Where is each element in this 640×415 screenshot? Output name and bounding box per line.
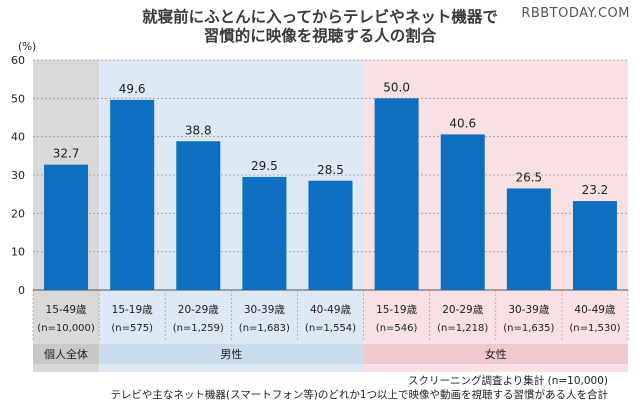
- bar-4: [308, 180, 353, 290]
- y-tick-label-3: 30: [11, 169, 25, 182]
- category-label-7: 30-39歳: [508, 304, 550, 316]
- sample-label-8: (n=1,530): [569, 323, 620, 334]
- sample-label-2: (n=1,259): [173, 323, 224, 334]
- value-label-3: 29.5: [251, 159, 278, 173]
- group-label-2: 女性: [485, 347, 507, 361]
- group-label-band-1: [99, 344, 364, 364]
- category-label-0: 15-49歳: [46, 304, 88, 316]
- y-tick-label-5: 50: [11, 92, 25, 105]
- bar-3: [242, 176, 287, 290]
- group-label-band-2: [363, 344, 628, 364]
- category-label-8: 40-49歳: [574, 304, 616, 316]
- category-label-4: 40-49歳: [310, 304, 352, 316]
- category-label-1: 15-19歳: [112, 304, 154, 316]
- category-label-5: 15-19歳: [376, 304, 418, 316]
- watermark: RBBTODAY.COM: [521, 6, 630, 21]
- sample-label-1: (n=575): [111, 323, 153, 334]
- bar-1: [110, 99, 155, 290]
- note-definition: テレビや主なネット機器(スマートフォン等)のどれか1つ以上で映像や動画を視聴する…: [110, 389, 608, 401]
- category-label-2: 20-29歳: [178, 304, 220, 316]
- bar-8: [572, 201, 617, 290]
- y-tick-label-2: 20: [11, 207, 25, 220]
- sample-label-0: (n=10,000): [37, 323, 95, 334]
- sample-label-5: (n=546): [376, 323, 418, 334]
- value-label-7: 26.5: [515, 170, 542, 184]
- value-label-5: 50.0: [383, 80, 410, 94]
- bar-5: [374, 98, 419, 290]
- y-tick-label-1: 10: [11, 246, 25, 259]
- chart-title-line-2: 習慣的に映像を視聴する人の割合: [203, 27, 437, 45]
- value-label-0: 32.7: [53, 147, 80, 161]
- value-label-6: 40.6: [449, 116, 476, 130]
- bar-6: [440, 134, 485, 290]
- y-axis-unit: (%): [18, 41, 36, 53]
- y-tick-label-4: 40: [11, 131, 25, 144]
- bar-0: [44, 164, 89, 290]
- value-label-8: 23.2: [582, 183, 609, 197]
- value-label-1: 49.6: [119, 82, 146, 96]
- bar-7: [506, 188, 551, 290]
- bar-2: [176, 141, 221, 290]
- y-tick-label-0: 0: [18, 284, 25, 297]
- y-tick-label-6: 60: [11, 54, 25, 67]
- sample-label-6: (n=1,218): [437, 323, 488, 334]
- sample-label-7: (n=1,635): [503, 323, 554, 334]
- group-label-1: 男性: [220, 347, 242, 361]
- sample-label-4: (n=1,554): [305, 323, 356, 334]
- group-label-band-0: [33, 344, 100, 364]
- sample-label-3: (n=1,683): [239, 323, 290, 334]
- group-label-0: 個人全体: [44, 347, 88, 361]
- category-label-6: 20-29歳: [442, 304, 484, 316]
- category-label-3: 30-39歳: [244, 304, 286, 316]
- note-source: スクリーニング調査より集計 (n=10,000): [407, 375, 608, 387]
- chart-title-line-1: 就寝前にふとんに入ってからテレビやネット機器で: [142, 8, 498, 26]
- value-label-4: 28.5: [317, 163, 344, 177]
- value-label-2: 38.8: [185, 123, 212, 137]
